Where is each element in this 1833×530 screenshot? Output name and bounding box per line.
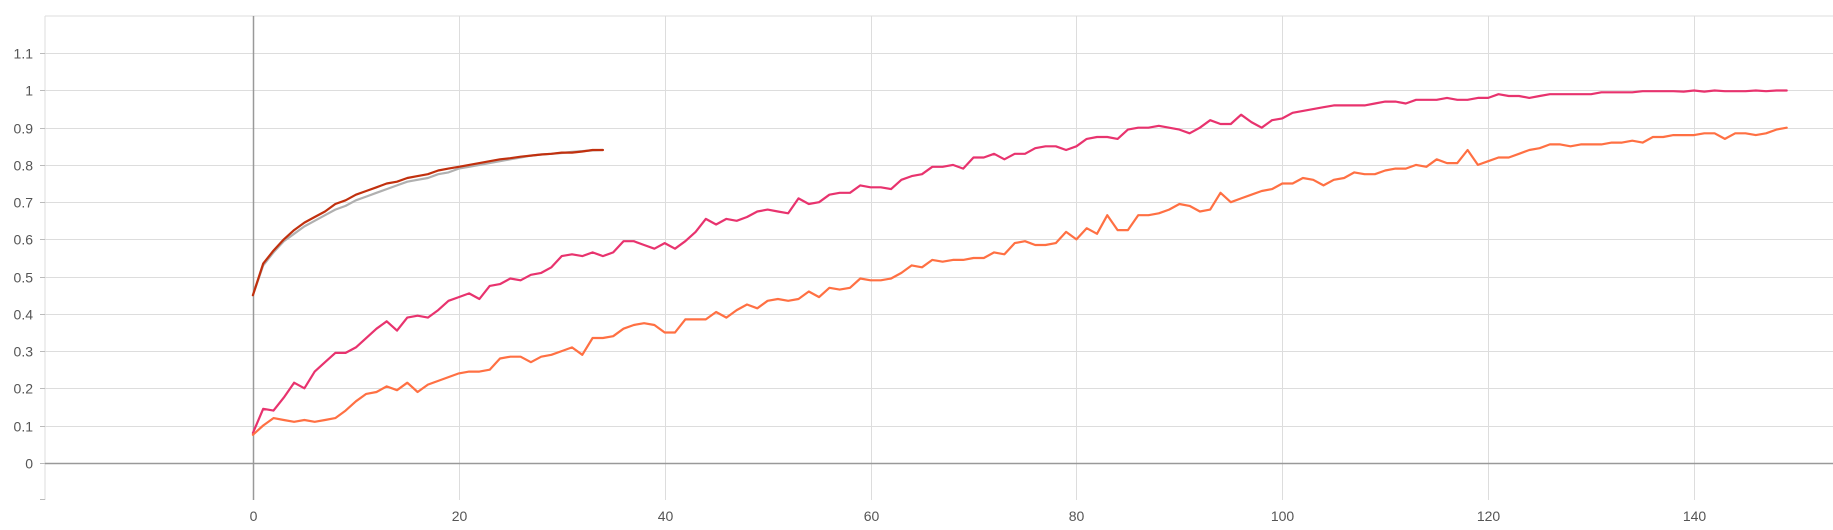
series-lines <box>251 89 1788 436</box>
x-tick-label: 140 <box>1683 508 1707 524</box>
x-tick-labels: 0 20 40 60 80 100 120 140 <box>250 508 1707 524</box>
grid <box>40 15 1833 500</box>
x-tick-label: 40 <box>658 508 674 524</box>
y-tick-label: 0.9 <box>14 121 34 137</box>
y-tick-label: 1.1 <box>14 46 34 62</box>
y-tick-labels: 0 0.1 0.2 0.3 0.4 0.5 0.6 0.7 0.8 0.9 1 1.1 <box>14 46 34 472</box>
y-tick-label: 0.4 <box>14 307 34 323</box>
x-tick-label: 120 <box>1477 508 1501 524</box>
y-tick-label: 1 <box>25 83 33 99</box>
y-tick-label: 0 <box>25 456 33 472</box>
y-tick-label: 0.3 <box>14 344 34 360</box>
series-line-4 <box>251 148 605 297</box>
axes <box>45 16 1833 500</box>
x-tick-label: 100 <box>1271 508 1295 524</box>
series-line-1 <box>251 89 1788 435</box>
x-tick-label: 60 <box>864 508 880 524</box>
series-line-2 <box>251 126 1788 436</box>
y-tick-label: 0.2 <box>14 381 34 397</box>
y-tick-label: 0.7 <box>14 195 34 211</box>
y-tick-label: 0.1 <box>14 419 34 435</box>
x-tick-label: 20 <box>452 508 468 524</box>
y-tick-label: 0.5 <box>14 270 34 286</box>
x-tick-label: 80 <box>1069 508 1085 524</box>
y-tick-label: 0.8 <box>14 158 34 174</box>
x-tick-label: 0 <box>250 508 258 524</box>
y-tick-label: 0.6 <box>14 232 34 248</box>
